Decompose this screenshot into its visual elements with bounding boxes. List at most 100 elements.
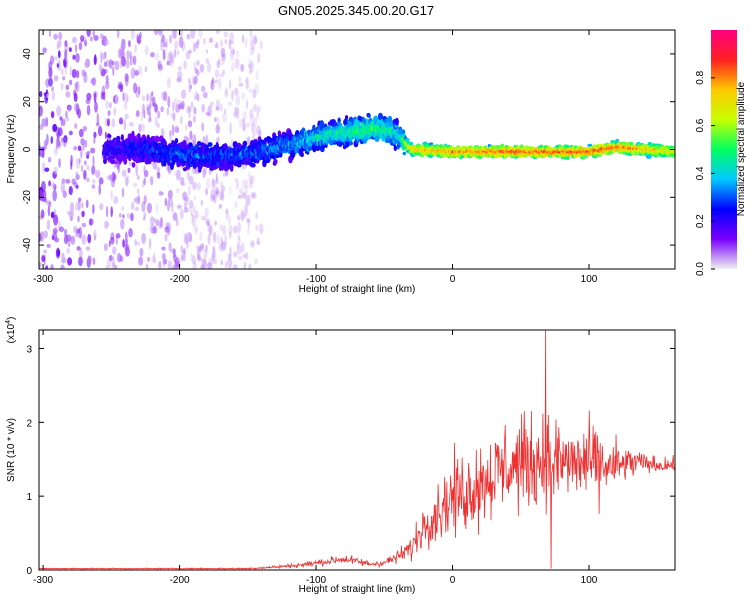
- spectrogram-cell: [192, 115, 196, 123]
- spectrogram-cell: [142, 103, 145, 115]
- x-tick-label: -300: [33, 274, 53, 285]
- spectrogram-cell: [211, 177, 215, 186]
- spectrogram-cell: [95, 169, 101, 179]
- spectrogram-cell: [141, 232, 146, 245]
- spectrogram-cell: [195, 69, 200, 76]
- spectrogram-cell: [160, 44, 164, 52]
- spectrogram-cell: [121, 187, 125, 198]
- spectrogram-cell: [75, 184, 79, 189]
- spectrogram-cell: [105, 100, 109, 109]
- spectrogram-cell: [109, 174, 112, 182]
- spectrogram-cell: [93, 55, 97, 66]
- spectrogram-cell: [140, 111, 143, 123]
- spectrogram-cell: [184, 196, 190, 203]
- spectrogram-cell: [169, 34, 173, 44]
- spectrogram-cell: [102, 52, 106, 60]
- spectrogram-cell: [131, 201, 135, 211]
- figure-title: GN05.2025.345.00.20.G17: [278, 3, 434, 18]
- spectrogram-cell: [192, 205, 196, 213]
- spectrogram-cell: [109, 236, 115, 245]
- spectrogram-cell: [238, 237, 241, 244]
- spectrogram-cell: [249, 88, 252, 93]
- spectrogram-cell: [105, 39, 110, 45]
- spectrogram-cell: [131, 161, 136, 168]
- spectrogram-cell: [193, 195, 197, 201]
- spectrogram-cell: [116, 30, 120, 39]
- spectrogram-cell: [248, 58, 252, 67]
- spectrogram-cell: [161, 246, 166, 251]
- spectrogram-cell: [119, 255, 124, 263]
- spectrogram-cell: [220, 47, 226, 58]
- spectrogram-cell: [229, 79, 232, 90]
- spectrogram-cell: [137, 35, 142, 45]
- spectrogram-cell: [56, 249, 61, 257]
- spectrogram-cell: [229, 40, 234, 45]
- spectrogram-cell: [53, 208, 57, 216]
- spectrogram-cell: [162, 49, 166, 61]
- spectrogram-cell: [138, 256, 144, 266]
- spectrogram-cell: [220, 189, 225, 202]
- spectrogram-cell: [241, 242, 245, 253]
- spectrogram-cell: [193, 106, 197, 115]
- spectrogram-cell: [121, 56, 126, 67]
- spectrogram-cell: [238, 82, 244, 87]
- spectrogram-cell: [238, 76, 242, 83]
- spectrogram-cell: [194, 210, 199, 220]
- spectrogram-cell: [118, 212, 122, 218]
- spectrogram-cell: [254, 258, 258, 265]
- spectrogram-cell: [225, 209, 230, 221]
- spectrogram-cell: [44, 167, 50, 172]
- spectrogram-cell: [201, 103, 206, 113]
- spectrogram-cell: [216, 234, 221, 245]
- spectrogram-cell: [187, 184, 191, 197]
- spectrogram-cell: [256, 108, 259, 120]
- spectrogram-cell: [240, 63, 244, 71]
- spectrogram-cell: [229, 163, 234, 172]
- spectrogram-cell: [75, 52, 80, 63]
- spectrogram-cell: [212, 251, 216, 261]
- spectrogram-cell: [300, 152, 304, 158]
- spectrogram-cell: [81, 143, 85, 152]
- spectrogram-cell: [58, 31, 63, 41]
- spectrogram-cell: [44, 196, 47, 203]
- spectrogram-cell: [92, 155, 95, 167]
- spectrogram-cell: [91, 165, 96, 176]
- spectrogram-cell: [116, 252, 122, 263]
- spectrogram-cell: [51, 182, 55, 189]
- spectrogram-cell: [51, 235, 55, 241]
- spectrogram-cell: [49, 55, 55, 66]
- spectrogram-cell: [208, 37, 214, 44]
- spectrogram-cell: [65, 91, 71, 98]
- spectrogram-cell: [236, 244, 242, 255]
- spectrogram-cell: [219, 39, 224, 48]
- spectrogram-cell: [227, 257, 233, 269]
- spectrogram-cell: [189, 130, 193, 141]
- spectrogram-cell: [154, 52, 160, 61]
- spectrogram-cell: [186, 105, 190, 114]
- spectrogram-cell: [248, 178, 253, 184]
- spectrogram-cell: [57, 127, 63, 137]
- spectrogram-cell: [402, 151, 407, 156]
- spectrogram-cell: [210, 79, 214, 91]
- spectrogram-cell: [108, 240, 111, 248]
- spectrogram-cell: [252, 191, 257, 199]
- spectrogram-cell: [246, 227, 250, 235]
- spectrogram-cell: [172, 112, 176, 122]
- spectrogram-cell: [393, 145, 397, 152]
- spectrogram-cell: [245, 217, 251, 224]
- spectrogram-cell: [248, 69, 252, 75]
- spectrogram-cell: [174, 170, 177, 177]
- spectrogram-cell: [210, 188, 216, 200]
- spectrogram-cell: [135, 196, 141, 205]
- spectrogram-cell: [48, 30, 51, 37]
- spectrogram-cell: [169, 130, 172, 143]
- spectrogram-cell: [242, 122, 247, 132]
- spectrogram-cell: [54, 237, 60, 243]
- spectrogram-cell: [52, 123, 58, 133]
- spectrogram-cell: [155, 136, 161, 143]
- spectrogram-cell: [53, 56, 59, 61]
- spectrogram-cell: [108, 59, 114, 69]
- spectrogram-cell: [259, 223, 264, 235]
- spectrogram-cell: [53, 166, 59, 175]
